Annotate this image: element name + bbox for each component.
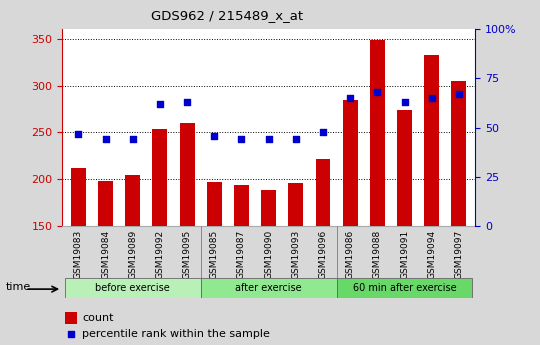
Text: GSM19089: GSM19089: [129, 230, 137, 279]
Point: [455, 91, 463, 97]
Point: [102, 137, 110, 142]
Point: [319, 129, 327, 134]
Text: 60 min after exercise: 60 min after exercise: [353, 283, 456, 293]
Bar: [180, 123, 194, 226]
Bar: [343, 100, 357, 226]
Text: GSM19092: GSM19092: [156, 230, 165, 279]
Text: GSM19084: GSM19084: [101, 230, 110, 279]
Text: GSM19093: GSM19093: [291, 230, 300, 279]
Text: GDS962 / 215489_x_at: GDS962 / 215489_x_at: [151, 9, 303, 22]
Bar: [315, 159, 330, 226]
Bar: [125, 175, 140, 226]
Bar: [397, 110, 412, 226]
Bar: [65, 278, 201, 298]
Bar: [336, 278, 472, 298]
Point: [156, 101, 164, 107]
Point: [400, 99, 409, 105]
Bar: [451, 81, 467, 226]
Text: GSM19085: GSM19085: [210, 230, 219, 279]
Point: [265, 137, 273, 142]
Point: [237, 137, 246, 142]
Bar: [424, 55, 439, 226]
Text: GSM19097: GSM19097: [454, 230, 463, 279]
Text: GSM19095: GSM19095: [183, 230, 192, 279]
Text: GSM19083: GSM19083: [74, 230, 83, 279]
Text: GSM19091: GSM19091: [400, 230, 409, 279]
Text: GSM19090: GSM19090: [264, 230, 273, 279]
Bar: [261, 190, 276, 226]
Bar: [201, 278, 336, 298]
Text: GSM19088: GSM19088: [373, 230, 382, 279]
Point: [210, 133, 219, 138]
Bar: [152, 129, 167, 226]
Point: [292, 137, 300, 142]
Text: GSM19086: GSM19086: [346, 230, 355, 279]
Bar: [71, 168, 86, 226]
Bar: [288, 183, 303, 226]
Point: [346, 95, 354, 101]
Text: GSM19087: GSM19087: [237, 230, 246, 279]
Bar: [98, 181, 113, 226]
Bar: [234, 185, 249, 226]
Bar: [207, 182, 222, 226]
Point: [129, 137, 137, 142]
Point: [373, 89, 382, 95]
Text: GSM19096: GSM19096: [319, 230, 327, 279]
Bar: [370, 40, 385, 226]
Point: [281, 253, 290, 258]
Text: before exercise: before exercise: [96, 283, 170, 293]
Point: [74, 131, 83, 136]
Point: [183, 99, 192, 105]
Text: GSM19094: GSM19094: [427, 230, 436, 279]
Text: percentile rank within the sample: percentile rank within the sample: [82, 329, 270, 339]
Bar: [65, 312, 77, 324]
Text: count: count: [82, 313, 114, 323]
Text: time: time: [5, 282, 31, 292]
Text: after exercise: after exercise: [235, 283, 302, 293]
Point: [427, 95, 436, 101]
